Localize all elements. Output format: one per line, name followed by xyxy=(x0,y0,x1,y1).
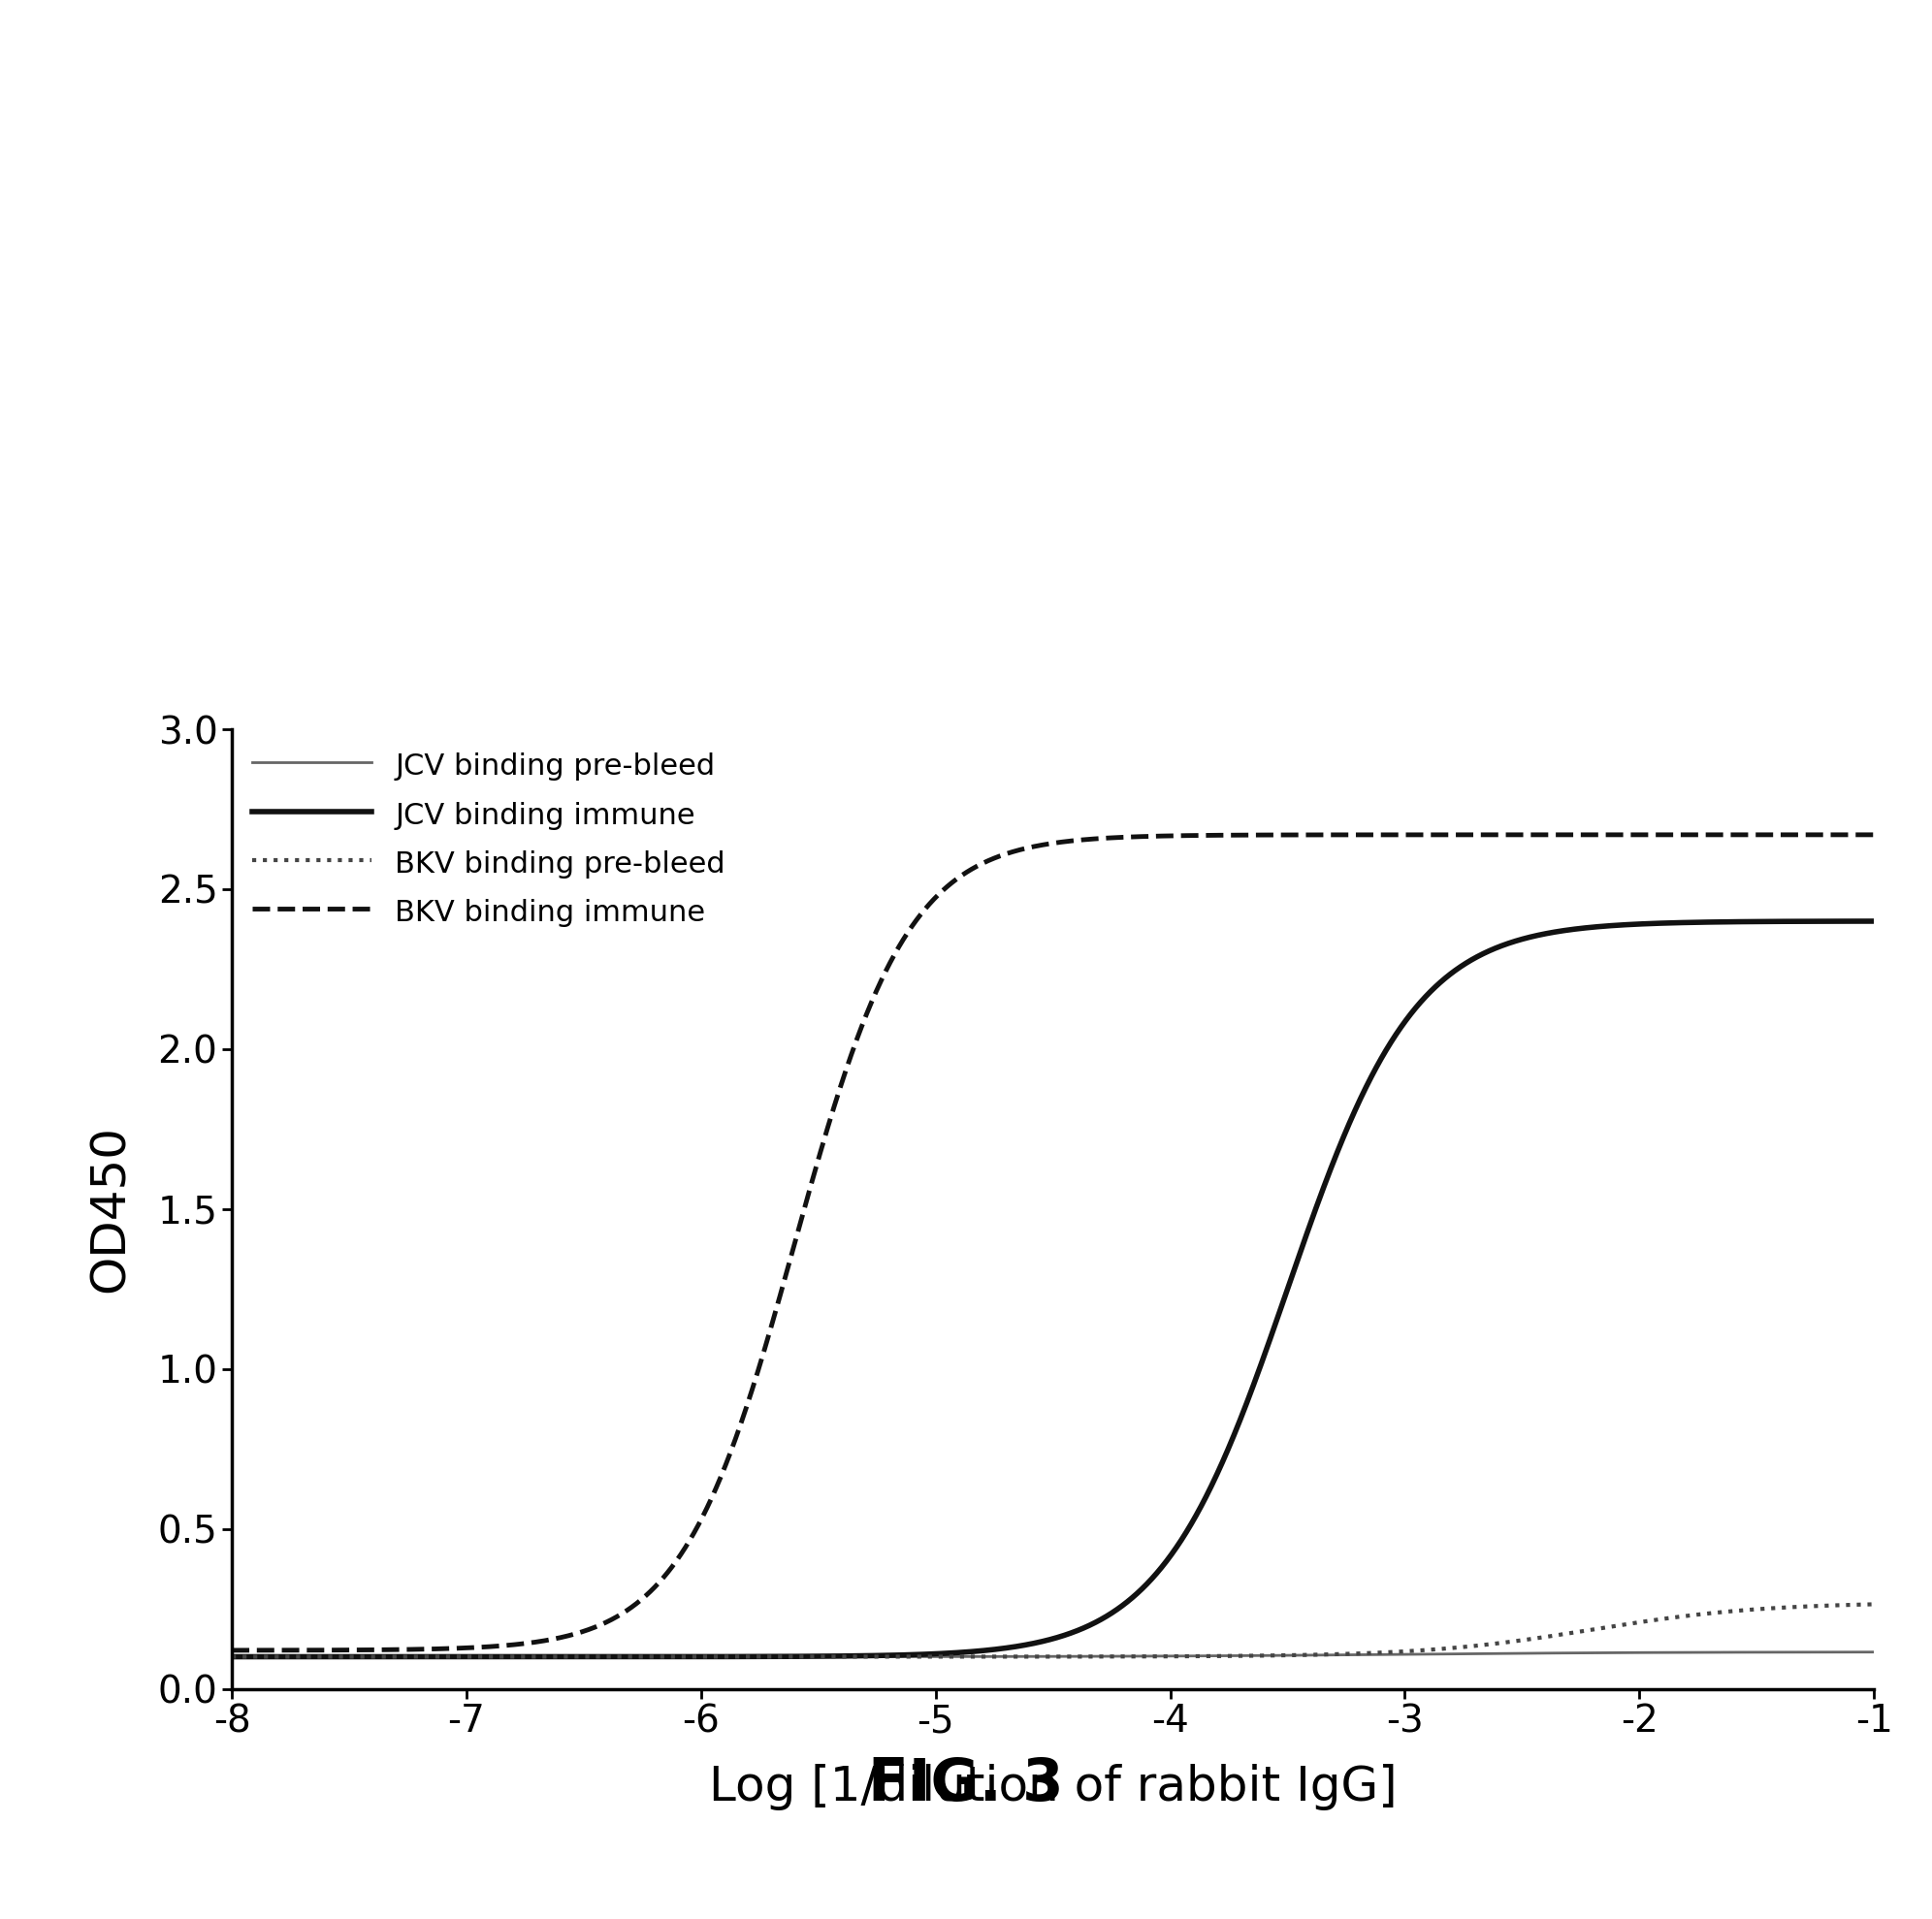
Line: BKV binding pre-bleed: BKV binding pre-bleed xyxy=(232,1604,1874,1656)
BKV binding pre-bleed xyxy=(922,1645,945,1668)
JCV binding pre-bleed xyxy=(220,1645,243,1668)
BKV binding pre-bleed xyxy=(850,1645,873,1668)
JCV binding pre-bleed xyxy=(1862,1641,1886,1664)
JCV binding immune xyxy=(1862,910,1886,933)
JCV binding immune xyxy=(922,1643,945,1666)
Text: FIG. 3: FIG. 3 xyxy=(867,1756,1065,1813)
BKV binding pre-bleed xyxy=(1830,1593,1853,1616)
JCV binding immune xyxy=(408,1645,431,1668)
JCV binding pre-bleed xyxy=(408,1645,431,1668)
BKV binding pre-bleed xyxy=(504,1645,527,1668)
BKV binding pre-bleed xyxy=(1654,1606,1677,1629)
Y-axis label: OD450: OD450 xyxy=(87,1125,133,1293)
BKV binding pre-bleed xyxy=(1862,1593,1886,1616)
BKV binding immune xyxy=(504,1633,527,1656)
X-axis label: Log [1/dilution of rabbit IgG]: Log [1/dilution of rabbit IgG] xyxy=(709,1764,1397,1810)
JCV binding immune xyxy=(220,1645,243,1668)
BKV binding immune xyxy=(850,1015,873,1038)
JCV binding immune xyxy=(1654,912,1677,935)
BKV binding immune xyxy=(1654,823,1677,846)
Line: JCV binding pre-bleed: JCV binding pre-bleed xyxy=(232,1652,1874,1656)
JCV binding pre-bleed xyxy=(504,1645,527,1668)
JCV binding pre-bleed xyxy=(850,1645,873,1668)
JCV binding immune xyxy=(504,1645,527,1668)
JCV binding immune xyxy=(1830,910,1853,933)
JCV binding immune xyxy=(850,1645,873,1668)
Line: BKV binding immune: BKV binding immune xyxy=(232,835,1874,1650)
Legend: JCV binding pre-bleed, JCV binding immune, BKV binding pre-bleed, BKV binding im: JCV binding pre-bleed, JCV binding immun… xyxy=(242,739,736,938)
JCV binding pre-bleed xyxy=(1654,1641,1677,1664)
BKV binding pre-bleed xyxy=(220,1645,243,1668)
BKV binding immune xyxy=(220,1639,243,1662)
BKV binding immune xyxy=(1830,823,1853,846)
BKV binding immune xyxy=(408,1637,431,1660)
JCV binding pre-bleed xyxy=(922,1645,945,1668)
Line: JCV binding immune: JCV binding immune xyxy=(232,921,1874,1656)
JCV binding pre-bleed xyxy=(1830,1641,1853,1664)
BKV binding pre-bleed xyxy=(408,1645,431,1668)
BKV binding immune xyxy=(1862,823,1886,846)
BKV binding immune xyxy=(922,888,945,912)
